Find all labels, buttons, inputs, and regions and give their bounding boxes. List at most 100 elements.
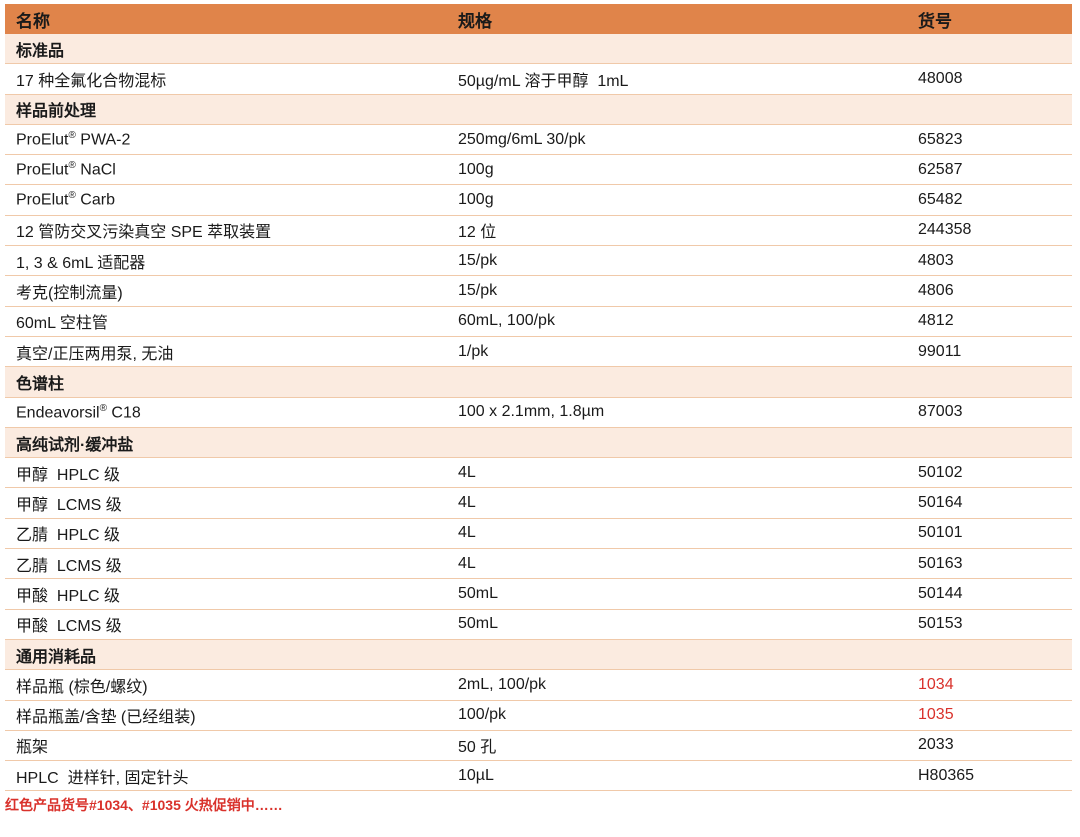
category-title: 高纯试剂·缓冲盐 [16,436,134,454]
promo-note: 红色产品货号#1034、#1035 火热促销中…… [5,797,283,813]
product-name: 甲酸 LCMS 级 [16,618,122,636]
product-spec: 4L [458,554,476,572]
table-row: HPLC 进样针, 固定针头 10µL H80365 [5,761,1072,792]
table-header: 名称 规格 货号 [5,4,1072,34]
product-spec: 100g [458,191,494,209]
product-code: 50153 [918,615,963,633]
table-row: 真空/正压两用泵, 无油 1/pk 99011 [5,337,1072,368]
product-suffix: NaCl [75,161,116,179]
product-spec: 50mL [458,584,499,602]
product-name: ProElut® NaCl [5,160,447,179]
product-code: 87003 [918,403,963,421]
product-code: 50163 [918,554,963,572]
product-suffix: PWA-2 [75,131,131,149]
product-spec: 12 位 [458,224,497,242]
product-code: 244358 [918,221,972,239]
category-title: 色谱柱 [16,375,65,393]
product-code: 50102 [918,463,963,481]
product-spec: 15/pk [458,282,498,300]
category-title: 样品前处理 [16,103,97,121]
product-table: 名称 规格 货号 标准品 17 种全氟化合物混标 50µg/mL 溶于甲醇 1mL 4… [5,4,1072,792]
product-spec: 4L [458,463,476,481]
table-row: 乙腈 LCMS 级 4L 50163 [5,549,1072,580]
product-code: 65823 [918,130,963,148]
category-row: 样品前处理 [5,94,1072,125]
registered-mark: ® [68,129,76,141]
product-spec: 1/pk [458,342,489,360]
brand: ProElut [16,161,69,179]
header-spec: 规格 [458,11,492,31]
product-suffix: Carb [75,191,115,209]
product-spec: 100g [458,160,494,178]
product-spec: 2mL, 100/pk [458,675,547,693]
registered-mark: ® [68,160,76,172]
product-name: 1, 3 & 6mL 适配器 [16,254,146,272]
product-suffix: C18 [106,403,141,421]
category-title: 标准品 [16,42,65,60]
product-code: 4806 [918,282,954,300]
product-name: Endeavorsil® C18 [5,403,447,422]
brand: Endeavorsil [16,403,100,421]
table-row: 甲醇 LCMS 级 4L 50164 [5,488,1072,519]
product-name: ProElut® Carb [5,190,447,209]
product-code: 99011 [918,342,962,360]
product-name: 考克(控制流量) [16,285,123,303]
category-row: 通用消耗品 [5,639,1072,671]
product-name: 甲酸 HPLC 级 [16,587,121,605]
product-code: 62587 [918,160,963,178]
product-code: 65482 [918,191,963,209]
header-name: 名称 [16,11,50,31]
table-row: ProElut® PWA-2 250mg/6mL 30/pk 65823 [5,125,1072,156]
table-row: 甲醇 HPLC 级 4L 50102 [5,458,1072,489]
table-row: 考克(控制流量) 15/pk 4806 [5,276,1072,307]
product-name: 样品瓶 (棕色/螺纹) [16,678,148,696]
product-name: 17 种全氟化合物混标 [16,72,167,90]
product-name: 12 管防交叉污染真空 SPE 萃取装置 [16,224,272,242]
table-row: 甲酸 HPLC 级 50mL 50144 [5,579,1072,610]
table-row: 甲酸 LCMS 级 50mL 50153 [5,610,1072,640]
product-name: 瓶架 [16,739,49,757]
brand: ProElut [16,131,69,149]
product-name: 甲醇 HPLC 级 [16,466,121,484]
product-code: 50101 [918,524,963,542]
brand: ProElut [16,191,69,209]
table-row: 1, 3 & 6mL 适配器 15/pk 4803 [5,246,1072,277]
product-code: H80365 [918,766,975,784]
table-row: 样品瓶 (棕色/螺纹) 2mL, 100/pk 1034 [5,670,1072,701]
product-spec: 100/pk [458,706,507,724]
table-row: 样品瓶盖/含垫 (已经组装) 100/pk 1035 [5,701,1072,731]
product-spec: 60mL, 100/pk [458,312,555,330]
product-name: HPLC 进样针, 固定针头 [16,769,189,787]
product-spec: 4L [458,524,476,542]
product-name: ProElut® PWA-2 [5,130,447,149]
table-row: 60mL 空柱管 60mL, 100/pk 4812 [5,307,1072,337]
product-code: 1034 [918,675,954,693]
table-row: 瓶架 50 孔 2033 [5,731,1072,762]
product-name: 真空/正压两用泵, 无油 [16,345,174,363]
product-name: 甲醇 LCMS 级 [16,497,122,515]
product-name: 乙腈 HPLC 级 [16,527,121,545]
product-name: 乙腈 LCMS 级 [16,557,122,575]
product-code: 50144 [918,584,963,602]
registered-mark: ® [99,402,107,414]
product-spec: 15/pk [458,251,498,269]
header-code: 货号 [918,11,952,31]
product-spec: 4L [458,494,476,512]
product-code: 4803 [918,251,954,269]
product-spec: 100 x 2.1mm, 1.8µm [458,403,605,421]
product-spec: 50mL [458,615,499,633]
category-row: 标准品 [5,34,1072,65]
product-spec: 50µg/mL 溶于甲醇 1mL [458,72,629,90]
product-code: 2033 [918,736,954,754]
product-code: 50164 [918,494,963,512]
category-title: 通用消耗品 [16,648,97,666]
product-code: 1035 [918,706,954,724]
registered-mark: ® [68,190,76,202]
table-row: 乙腈 HPLC 级 4L 50101 [5,519,1072,550]
table-row: ProElut® NaCl 100g 62587 [5,155,1072,186]
table-row: ProElut® Carb 100g 65482 [5,185,1072,216]
product-code: 4812 [918,312,954,330]
product-code: 48008 [918,69,963,87]
product-spec: 10µL [458,766,494,784]
table-row: Endeavorsil® C18 100 x 2.1mm, 1.8µm 87003 [5,398,1072,428]
